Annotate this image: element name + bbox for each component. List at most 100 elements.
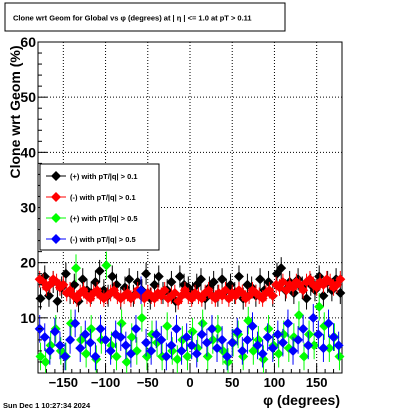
data-point xyxy=(171,323,182,334)
data-point xyxy=(233,271,244,282)
data-point xyxy=(149,279,160,290)
x-tick-label: 100 xyxy=(264,375,286,390)
axes-layer: −150 −100 −50 0 50 100 150 10 20 30 40 50 60 xyxy=(20,34,335,390)
y-tick-label: 20 xyxy=(20,255,36,271)
data-point xyxy=(81,348,92,359)
data-point xyxy=(293,334,304,345)
data-point xyxy=(191,348,202,359)
data-point xyxy=(35,351,46,362)
data-point xyxy=(267,343,278,354)
data-point xyxy=(186,340,197,351)
legend-label: (-) with pT/|q| > 0.5 xyxy=(70,235,136,244)
data-point xyxy=(136,285,147,296)
data-point xyxy=(328,332,339,343)
data-point xyxy=(100,334,111,345)
legend-label: (+) with pT/|q| > 0.5 xyxy=(70,214,138,223)
data-point xyxy=(166,340,177,351)
timestamp: Sun Dec 1 10:27:34 2024 xyxy=(3,401,91,410)
legend-marker xyxy=(51,213,61,223)
data-point xyxy=(248,345,259,356)
data-point xyxy=(161,351,172,362)
data-point xyxy=(156,334,167,345)
data-point xyxy=(299,351,309,362)
legend-entry: (-) with pT/|q| > 0.5 xyxy=(46,234,136,244)
data-point xyxy=(116,318,127,329)
data-point xyxy=(40,356,51,367)
data-point xyxy=(277,337,288,348)
data-point xyxy=(86,323,97,334)
data-point xyxy=(196,329,207,340)
data-point xyxy=(212,343,223,354)
data-point xyxy=(151,329,162,340)
data-point xyxy=(334,351,345,362)
x-tick-label: −50 xyxy=(137,375,159,390)
data-point xyxy=(212,323,223,334)
data-point xyxy=(314,301,325,312)
data-point xyxy=(247,321,258,332)
data-point xyxy=(298,323,309,334)
data-point xyxy=(125,348,136,359)
data-point xyxy=(107,271,118,282)
data-point xyxy=(217,334,228,345)
data-point xyxy=(130,323,141,334)
data-point xyxy=(95,323,106,334)
data-point xyxy=(136,312,147,323)
data-point xyxy=(90,276,101,287)
x-tick-label: −150 xyxy=(49,375,78,390)
data-point xyxy=(162,321,173,332)
x-tick-label: 150 xyxy=(306,375,328,390)
data-point xyxy=(181,332,192,343)
data-point xyxy=(105,345,116,356)
data-point xyxy=(313,329,324,340)
data-point xyxy=(301,293,312,304)
data-point xyxy=(115,332,126,343)
legend-entry: (-) with pT/|q| > 0.1 xyxy=(46,192,136,202)
data-point xyxy=(217,274,228,285)
y-tick-label: 30 xyxy=(20,200,36,216)
title-box xyxy=(4,2,286,32)
legend-marker xyxy=(51,234,61,244)
data-point xyxy=(39,332,50,343)
data-point xyxy=(75,343,86,354)
data-point xyxy=(308,312,319,323)
data-point xyxy=(85,337,96,348)
data-point xyxy=(77,274,88,285)
data-point xyxy=(335,274,346,285)
y-tick-label: 40 xyxy=(20,144,36,160)
data-point xyxy=(101,260,112,271)
data-point xyxy=(80,329,91,340)
legend-marker xyxy=(51,171,61,181)
data-point xyxy=(324,343,335,354)
data-point xyxy=(121,356,132,367)
y-tick-label: 10 xyxy=(20,310,36,326)
x-tick-label: 0 xyxy=(186,375,193,390)
y-axis-label: Clone wrt Geom (%) xyxy=(7,45,23,178)
data-point xyxy=(174,271,185,282)
legend-marker xyxy=(51,192,61,202)
legend: (+) with pT/|q| > 0.1 (-) with pT/|q| > 0… xyxy=(39,163,160,251)
data-point xyxy=(201,337,212,348)
data-point xyxy=(222,351,233,362)
data-point xyxy=(237,345,248,356)
data-point xyxy=(141,337,152,348)
data-point xyxy=(197,318,208,329)
data-point xyxy=(206,323,217,334)
data-point xyxy=(54,282,65,293)
data-point xyxy=(146,345,157,356)
data-point xyxy=(318,290,329,301)
data-point xyxy=(159,285,170,296)
data-point xyxy=(298,285,309,296)
data-point xyxy=(232,326,243,337)
data-point xyxy=(304,329,315,340)
data-point xyxy=(263,323,274,334)
data-point xyxy=(276,263,287,274)
data-point xyxy=(187,326,198,337)
data-point xyxy=(49,326,60,337)
data-point xyxy=(120,340,131,351)
data-point xyxy=(65,334,76,345)
data-point xyxy=(126,332,137,343)
data-point xyxy=(124,274,135,285)
data-point xyxy=(242,334,253,345)
data-point xyxy=(293,310,304,321)
